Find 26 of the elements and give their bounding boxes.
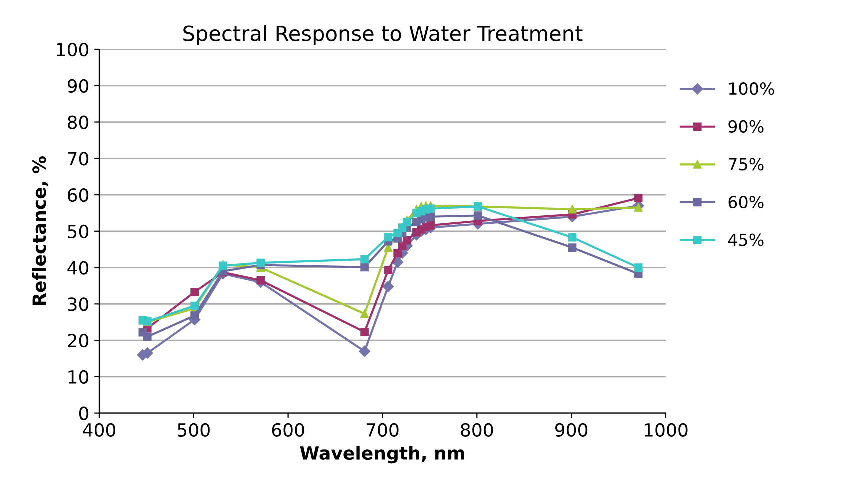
y-axis-title: Reflectance, % — [32, 156, 49, 306]
x-tick-label: 900 — [555, 423, 588, 438]
legend-label: 100% — [729, 82, 774, 96]
x-tick-label: 700 — [366, 423, 399, 438]
legend-label: 75% — [729, 158, 764, 171]
x-tick-label: 600 — [272, 423, 304, 438]
y-tick-label: 100 — [57, 42, 89, 57]
x-axis-title: Wavelength, nm — [300, 446, 464, 464]
y-tick-label: 90 — [68, 79, 89, 93]
x-tick-label: 500 — [178, 423, 210, 438]
x-tick-label: 1000 — [644, 423, 688, 438]
legend-label: 45% — [728, 234, 764, 246]
x-tick-label: 800 — [461, 423, 494, 438]
y-tick-label: 40 — [68, 261, 89, 275]
y-tick-label: 50 — [68, 224, 89, 239]
y-tick-label: 80 — [68, 116, 89, 130]
y-tick-label: 30 — [68, 298, 89, 312]
y-tick-label: 0 — [79, 406, 89, 420]
y-tick-label: 60 — [68, 188, 89, 202]
y-tick-label: 10 — [68, 370, 89, 384]
y-tick-label: 70 — [68, 152, 89, 166]
legend-label: 60% — [728, 196, 764, 209]
y-tick-label: 20 — [68, 334, 89, 348]
x-tick-label: 400 — [83, 423, 116, 438]
legend-label: 90% — [728, 120, 764, 133]
chart-title: Spectral Response to Water Treatment — [184, 25, 583, 46]
